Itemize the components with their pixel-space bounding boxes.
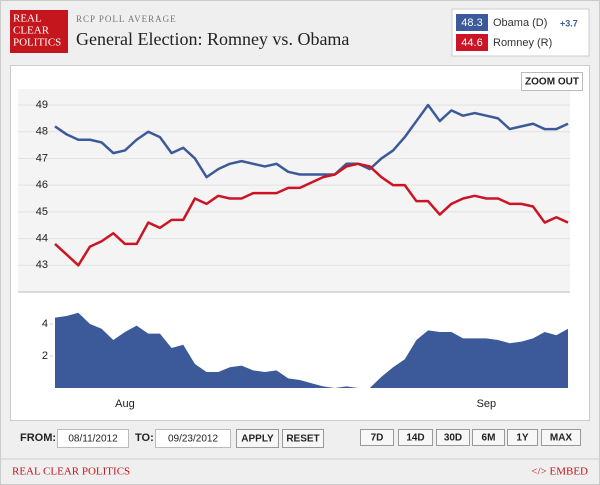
y-tick-label: 45 — [36, 206, 48, 218]
line-series — [54, 162, 569, 267]
to-input[interactable] — [155, 429, 231, 448]
y-tick-label: 4 — [42, 318, 48, 330]
footer-brand: REAL CLEAR POLITICS — [12, 466, 130, 478]
embed-link[interactable]: </> EMBED — [531, 466, 588, 478]
zoom-out-button[interactable] — [521, 72, 583, 91]
y-tick-label: 47 — [36, 152, 48, 164]
zoom-out-label[interactable]: ZOOM OUT — [525, 77, 579, 88]
to-label: TO: — [135, 432, 154, 444]
logo-line: POLITICS — [13, 37, 61, 49]
range-button[interactable] — [541, 429, 581, 446]
legend-name: Obama (D) — [493, 17, 547, 29]
y-tick-label: 49 — [36, 99, 48, 111]
range-label[interactable]: 1Y — [516, 433, 529, 444]
range-button[interactable] — [436, 429, 470, 446]
apply-button[interactable] — [236, 429, 279, 448]
range-label[interactable]: 7D — [371, 433, 384, 444]
range-button[interactable] — [398, 429, 433, 446]
logo-box — [10, 10, 68, 53]
legend-name: Romney (R) — [493, 37, 552, 49]
range-label[interactable]: 30D — [444, 433, 462, 444]
reset-button[interactable] — [282, 429, 324, 448]
spread-area — [55, 312, 568, 388]
lead-label: +3.7 — [560, 18, 578, 28]
apply-label[interactable]: APPLY — [241, 434, 274, 445]
y-tick-label: 2 — [42, 350, 48, 362]
reset-label[interactable]: RESET — [286, 434, 319, 445]
logo-line: CLEAR — [13, 25, 50, 37]
y-tick-label: 43 — [36, 259, 48, 271]
legend-badge — [456, 34, 488, 51]
legend-badge — [456, 14, 488, 31]
from-label: FROM: — [20, 432, 56, 444]
y-tick-label: 48 — [36, 126, 48, 138]
range-button[interactable] — [360, 429, 394, 446]
x-tick-label: Aug — [115, 398, 135, 410]
range-label[interactable]: 14D — [406, 433, 424, 444]
y-tick-label: 46 — [36, 179, 48, 191]
chart-title: General Election: Romney vs. Obama — [76, 29, 349, 49]
range-label[interactable]: MAX — [550, 433, 573, 444]
line-series — [54, 103, 569, 179]
logo-line: REAL — [13, 13, 42, 25]
upper-panel — [18, 89, 570, 292]
range-button[interactable] — [472, 429, 505, 446]
kicker: RCP POLL AVERAGE — [76, 14, 177, 24]
range-label[interactable]: 6M — [482, 433, 496, 444]
y-tick-label: 44 — [36, 232, 48, 244]
range-button[interactable] — [507, 429, 538, 446]
from-input[interactable] — [57, 429, 129, 448]
legend-value: 48.3 — [461, 17, 482, 29]
to-value[interactable]: 09/23/2012 — [168, 434, 218, 445]
from-value[interactable]: 08/11/2012 — [68, 434, 118, 445]
x-tick-label: Sep — [477, 398, 497, 410]
legend-value: 44.6 — [461, 37, 482, 49]
